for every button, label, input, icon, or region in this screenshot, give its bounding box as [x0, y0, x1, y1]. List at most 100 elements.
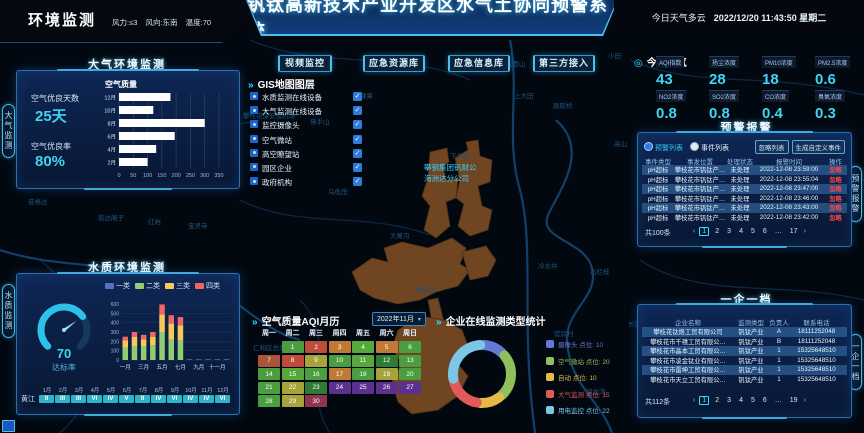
table-cell[interactable]: 忽略: [829, 186, 842, 194]
table-row[interactable]: pH超标 攀枝花市钒钛产… 未处理 2022-12-08 23:55:04 忽略: [642, 175, 847, 185]
table-row[interactable]: 攀枝花市雷坤工贸有限公… 钒钛产业 1 15325648510: [642, 365, 847, 375]
calendar-day[interactable]: 15: [281, 368, 304, 380]
page-number[interactable]: 1: [699, 396, 710, 405]
river-grade-cell[interactable]: VI: [167, 395, 182, 403]
layer-checkbox[interactable]: ✓: [353, 106, 362, 116]
table-cell[interactable]: 忽略: [829, 176, 842, 184]
river-grade-cell[interactable]: II: [39, 395, 54, 403]
river-grade-cell[interactable]: VI: [87, 395, 102, 403]
page-number[interactable]: 6: [762, 397, 767, 404]
calendar-day[interactable]: 10: [328, 354, 351, 367]
ignore-list-button[interactable]: 忽略列表: [754, 140, 789, 154]
table-row[interactable]: pH超标 攀枝花市钒钛产… 未处理 2022-12-08 23:59:00 忽略: [642, 165, 847, 175]
river-grade-cell[interactable]: III: [55, 395, 70, 403]
calendar-day[interactable]: 22: [281, 381, 304, 394]
calendar-day[interactable]: 20: [399, 368, 421, 380]
calendar-day[interactable]: 1: [281, 341, 304, 353]
prev-page-arrow[interactable]: ‹: [693, 228, 696, 235]
calendar-day[interactable]: 28: [258, 395, 280, 407]
calendar-day[interactable]: 3: [328, 341, 351, 353]
river-grade-cell[interactable]: V: [119, 395, 134, 403]
river-grade-cell[interactable]: IV: [199, 395, 214, 403]
calendar-day[interactable]: 25: [352, 381, 374, 394]
gis-layer-item[interactable]: 大气监测在线设备 ✓: [250, 105, 362, 117]
table-row[interactable]: pH超标 攀枝花市钒钛产… 未处理 2022-12-08 23:47:00 忽略: [642, 184, 847, 194]
calendar-day[interactable]: 16: [305, 368, 327, 380]
table-row[interactable]: pH超标 攀枝花市钒钛产… 未处理 2022-12-08 23:43:00 忽略: [642, 203, 847, 213]
calendar-day[interactable]: 7: [258, 354, 280, 367]
page-number[interactable]: 3: [727, 228, 732, 235]
calendar-day[interactable]: 18: [352, 368, 374, 380]
river-grade-cell[interactable]: III: [71, 395, 86, 403]
page-number[interactable]: 17: [789, 228, 798, 235]
calendar-day[interactable]: 11: [352, 354, 374, 367]
list-radio-option[interactable]: 预警列表: [644, 141, 683, 153]
page-number[interactable]: 2: [715, 228, 720, 235]
table-row[interactable]: 攀枝花市千禧工贸有限公… 钒钛产业 B 18111252048: [642, 337, 847, 347]
layer-checkbox[interactable]: ✓: [353, 148, 362, 158]
page-number[interactable]: 19: [789, 397, 798, 404]
page-number[interactable]: 2: [715, 397, 720, 404]
layer-checkbox[interactable]: ✓: [353, 177, 362, 187]
toolbar-button-1[interactable]: 视频监控: [278, 55, 332, 72]
table-cell[interactable]: 忽略: [829, 167, 842, 175]
layer-checkbox[interactable]: ✓: [353, 120, 362, 130]
side-tab-water-monitoring[interactable]: 水质监测: [2, 284, 15, 338]
page-number[interactable]: 3: [727, 397, 732, 404]
page-number[interactable]: 4: [739, 228, 743, 235]
table-row[interactable]: 攀枝花市天立工贸有限公… 钒钛产业 1 15325648510: [642, 375, 847, 385]
prev-page-arrow[interactable]: ‹: [693, 397, 696, 404]
gis-layer-item[interactable]: 空气微站 ✓: [250, 134, 362, 146]
table-row[interactable]: pH超标 攀枝花市钒钛产… 未处理 2022-12-08 23:46:00 忽略: [642, 194, 847, 204]
create-custom-event-button[interactable]: 生成自定义事件: [791, 140, 845, 154]
table-row[interactable]: pH超标 攀枝花市钒钛产… 未处理 2022-12-08 23:42:00 忽略: [642, 213, 847, 223]
table-row[interactable]: 攀枝花市晶本工贸有限公… 钒钛产业 1 15325648510: [642, 346, 847, 356]
calendar-day[interactable]: 23: [305, 381, 327, 394]
table-row[interactable]: 攀枝花市凌金钛业有限公… 钒钛产业 1 15325648510: [642, 356, 847, 366]
table-row[interactable]: 攀枝花钛烙工贸有限公司 钒钛产业 A 18111252048: [642, 327, 847, 337]
table-cell[interactable]: 忽略: [829, 195, 842, 203]
river-grade-cell[interactable]: IV: [103, 395, 118, 403]
calendar-day[interactable]: 8: [281, 354, 304, 367]
gis-layer-item[interactable]: 水质监测在线设备 ✓: [250, 91, 362, 103]
river-grade-cell[interactable]: IV: [151, 395, 166, 403]
calendar-day[interactable]: 26: [375, 381, 398, 394]
calendar-day[interactable]: 14: [258, 368, 280, 380]
calendar-day[interactable]: 6: [399, 341, 421, 353]
page-number[interactable]: 1: [699, 227, 710, 236]
calendar-day[interactable]: 19: [375, 368, 398, 380]
gis-layer-item[interactable]: 政府机构 ✓: [250, 176, 362, 188]
calendar-day[interactable]: 17: [328, 368, 351, 380]
list-radio-option[interactable]: 事件列表: [690, 141, 729, 153]
month-select[interactable]: 2022年11月 ▾: [372, 312, 426, 326]
layer-checkbox[interactable]: ✓: [353, 162, 362, 172]
page-number[interactable]: 5: [750, 397, 755, 404]
gis-layer-item[interactable]: 监控摄像头 ✓: [250, 119, 362, 131]
calendar-day[interactable]: 30: [305, 395, 327, 407]
calendar-day[interactable]: 29: [281, 395, 304, 407]
calendar-day[interactable]: 9: [305, 354, 327, 367]
calendar-day[interactable]: 12: [375, 354, 398, 367]
table-cell[interactable]: 忽略: [829, 205, 842, 213]
calendar-day[interactable]: 24: [328, 381, 351, 394]
river-grade-cell[interactable]: IV: [183, 395, 198, 403]
gis-layer-item[interactable]: 园区企业 ✓: [250, 162, 362, 174]
toolbar-button-4[interactable]: 第三方接入: [533, 55, 595, 72]
layer-checkbox[interactable]: ✓: [353, 92, 362, 101]
taskbar-icon[interactable]: [2, 420, 15, 432]
page-number[interactable]: 6: [762, 228, 767, 235]
layer-checkbox[interactable]: ✓: [353, 134, 362, 144]
calendar-day[interactable]: 4: [352, 341, 374, 353]
calendar-day[interactable]: 13: [399, 354, 421, 367]
calendar-day[interactable]: 5: [375, 341, 398, 353]
river-grade-cell[interactable]: VI: [215, 395, 230, 403]
calendar-day[interactable]: 21: [258, 381, 280, 394]
table-cell[interactable]: 忽略: [829, 214, 842, 222]
toolbar-button-2[interactable]: 应急资源库: [363, 55, 425, 72]
page-number[interactable]: 4: [739, 397, 743, 404]
calendar-day[interactable]: 27: [399, 381, 421, 394]
gis-layer-item[interactable]: 高空瞭望站 ✓: [250, 148, 362, 160]
calendar-day[interactable]: 2: [305, 341, 327, 353]
side-tab-air-monitoring[interactable]: 大气监测: [2, 104, 15, 158]
river-grade-cell[interactable]: II: [135, 395, 150, 403]
